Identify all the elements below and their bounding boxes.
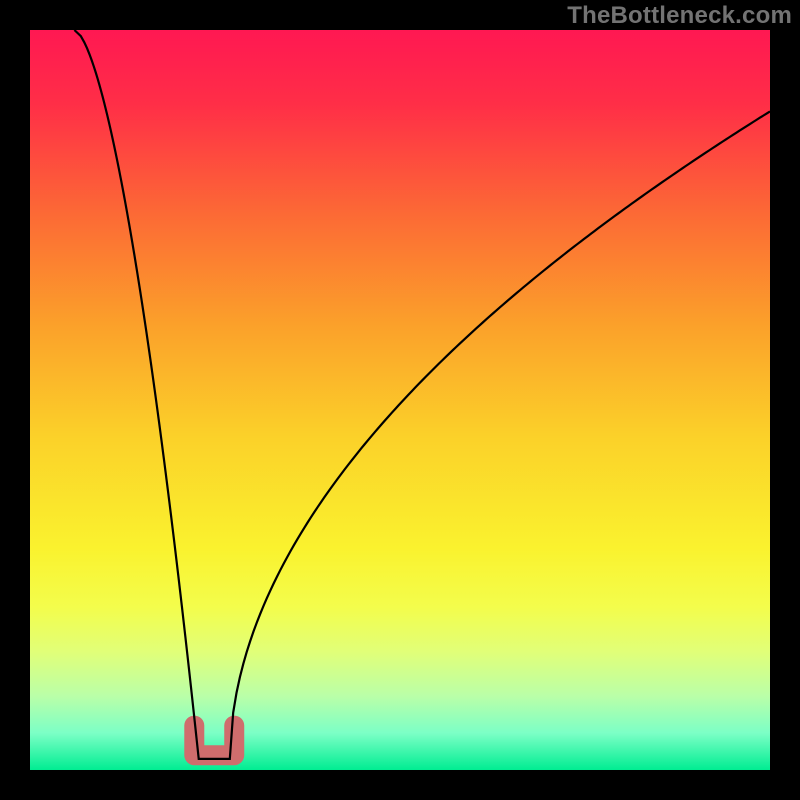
plot-background — [30, 30, 770, 770]
watermark-text: TheBottleneck.com — [567, 2, 792, 30]
bottleneck-chart — [0, 0, 800, 800]
stage: TheBottleneck.com — [0, 0, 800, 800]
